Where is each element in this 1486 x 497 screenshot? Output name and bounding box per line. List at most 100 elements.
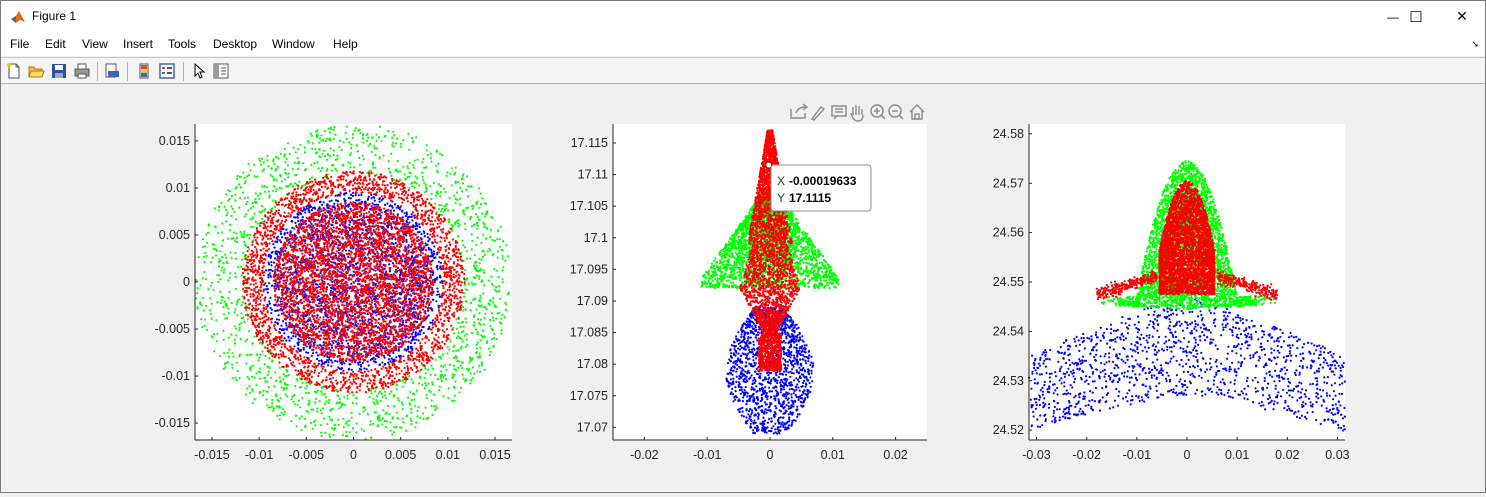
green-point xyxy=(465,321,468,324)
green-point xyxy=(225,193,228,196)
green-point xyxy=(313,162,316,165)
red-point xyxy=(361,185,364,188)
red-point xyxy=(281,219,284,222)
green-point xyxy=(462,377,465,380)
green-point xyxy=(200,303,203,307)
save-icon[interactable] xyxy=(50,62,68,80)
legend-icon[interactable] xyxy=(158,62,176,80)
blue-point xyxy=(374,358,377,361)
green-point xyxy=(440,204,443,207)
red-point xyxy=(448,241,451,244)
green-point xyxy=(203,324,206,327)
green-point xyxy=(431,413,434,417)
green-point xyxy=(471,376,474,380)
green-point xyxy=(350,416,353,419)
green-point xyxy=(450,184,453,187)
dock-arrow-icon[interactable]: ➘ xyxy=(1471,39,1479,50)
blue-point xyxy=(343,197,346,200)
menu-tools[interactable]: Tools xyxy=(168,37,196,51)
figure-canvas[interactable]: -0.015 -0.01 -0.005 0 0.005 0.01 0.015 0.015 0.… xyxy=(2,85,1485,492)
menu-edit[interactable]: Edit xyxy=(45,37,66,51)
maximize-button[interactable]: ☐ xyxy=(1393,1,1439,32)
blue-point xyxy=(407,249,410,252)
close-button[interactable]: ✕ xyxy=(1439,1,1485,32)
green-point xyxy=(463,334,466,337)
green-point xyxy=(300,428,303,432)
green-point xyxy=(490,312,494,315)
print-preview-icon[interactable] xyxy=(103,62,121,80)
blue-point xyxy=(310,218,313,221)
green-point xyxy=(335,402,338,405)
green-point xyxy=(206,241,209,245)
open-file-icon[interactable] xyxy=(27,62,45,80)
menu-view[interactable]: View xyxy=(82,37,108,51)
blue-point xyxy=(430,307,433,311)
green-point xyxy=(494,305,498,309)
red-point xyxy=(272,345,275,349)
green-point xyxy=(390,390,393,393)
menu-help[interactable]: Help xyxy=(333,37,358,51)
green-point xyxy=(413,159,416,162)
blue-point xyxy=(425,264,429,267)
red-point xyxy=(368,382,371,385)
zoom-in-icon[interactable] xyxy=(870,104,886,120)
blue-point xyxy=(350,193,353,196)
blue-point xyxy=(361,231,364,234)
blue-point xyxy=(272,243,275,246)
menu-window[interactable]: Window xyxy=(272,37,315,51)
red-point xyxy=(250,263,253,266)
green-point xyxy=(469,358,472,361)
axes-1[interactable]: -0.015 -0.01 -0.005 0 0.005 0.01 0.015 0.0150.… xyxy=(155,124,512,462)
green-point xyxy=(279,173,282,177)
home-icon[interactable] xyxy=(909,104,925,120)
green-point xyxy=(486,250,489,253)
menu-desktop[interactable]: Desktop xyxy=(213,37,257,51)
blue-point xyxy=(424,242,427,245)
export-icon[interactable] xyxy=(790,103,809,119)
data-tip-icon[interactable] xyxy=(831,105,847,120)
green-point xyxy=(340,149,343,152)
blue-point xyxy=(275,253,279,256)
pan-icon[interactable] xyxy=(850,105,864,122)
zoom-out-icon[interactable] xyxy=(888,104,904,120)
new-figure-icon[interactable] xyxy=(5,62,23,80)
figure-svg[interactable]: -0.015 -0.01 -0.005 0 0.005 0.01 0.015 0.0150.… xyxy=(2,85,1485,492)
colorbar-icon[interactable] xyxy=(135,62,153,80)
green-point xyxy=(280,386,283,389)
blue-point xyxy=(267,253,271,257)
red-point xyxy=(324,368,327,372)
green-point xyxy=(471,239,474,242)
green-point xyxy=(287,172,290,175)
green-point xyxy=(363,429,366,432)
blue-point xyxy=(392,318,395,321)
red-point xyxy=(385,374,388,377)
menu-insert[interactable]: Insert xyxy=(123,37,153,51)
green-point xyxy=(495,290,498,293)
green-point xyxy=(490,275,493,278)
red-point xyxy=(250,319,254,322)
print-icon[interactable] xyxy=(73,62,91,80)
brush-icon[interactable] xyxy=(810,106,826,121)
title-bar[interactable]: Figure 1 — ☐ ✕ xyxy=(1,1,1485,32)
red-point xyxy=(294,369,297,372)
edit-plot-icon[interactable] xyxy=(190,62,208,80)
green-point xyxy=(455,220,458,223)
blue-point xyxy=(314,283,317,286)
blue-point xyxy=(371,299,374,302)
minimize-button[interactable]: — xyxy=(1370,1,1416,32)
menu-file[interactable]: File xyxy=(10,37,29,51)
property-inspector-icon[interactable] xyxy=(212,62,230,80)
red-point xyxy=(385,176,388,179)
green-point xyxy=(478,275,481,278)
blue-point xyxy=(389,204,392,207)
green-point xyxy=(255,201,258,204)
red-point xyxy=(303,356,306,359)
green-point xyxy=(325,137,328,140)
green-point xyxy=(411,140,415,143)
green-point xyxy=(462,325,465,328)
red-point xyxy=(292,209,295,212)
blue-point xyxy=(297,343,300,347)
red-point xyxy=(432,352,435,355)
green-point xyxy=(266,159,269,162)
green-point xyxy=(399,142,402,145)
